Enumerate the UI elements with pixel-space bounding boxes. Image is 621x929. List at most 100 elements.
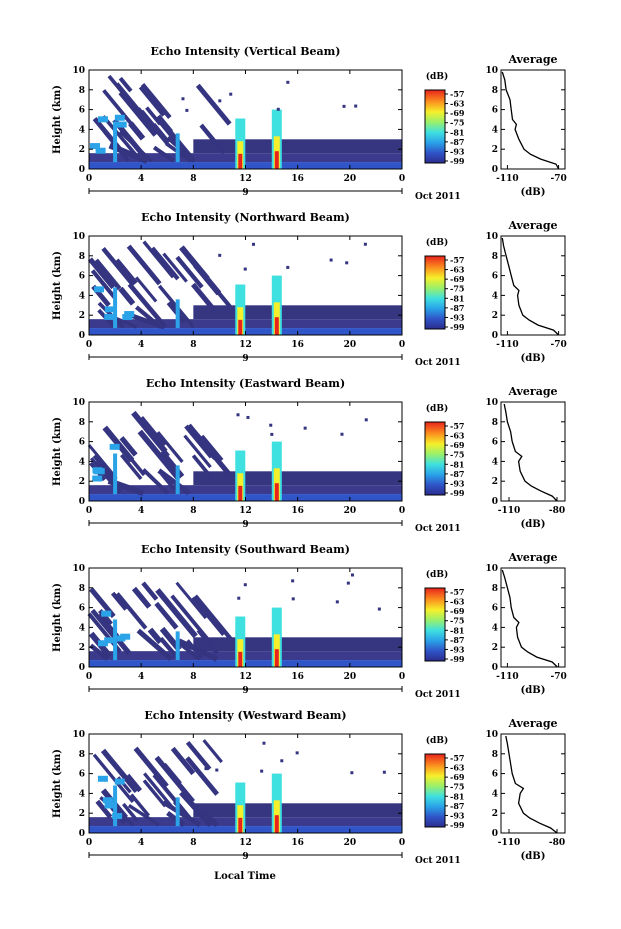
profile-x-axis-label: (dB): [521, 851, 546, 862]
echo-patch: [93, 286, 104, 293]
echo-dot: [295, 751, 299, 755]
panel-northward-beam: Echo Intensity (Northward Beam) 0 2 4 6 8 10 0 4…: [52, 211, 567, 368]
profile-title: Average: [507, 53, 557, 66]
x-tick-label: 8: [190, 672, 196, 682]
echo-dot: [262, 741, 266, 745]
y-axis-label: Height (km): [52, 417, 63, 486]
echo-streak: [190, 260, 207, 278]
echo-patch: [114, 778, 125, 785]
colorbar-tick-label: -81: [450, 791, 464, 801]
x-tick-label: 8: [190, 506, 196, 516]
x-tick-label: 0: [399, 672, 405, 682]
colorbar-tick-label: -63: [450, 597, 465, 607]
date-label: 9: [242, 354, 248, 364]
echo-streak: [142, 240, 175, 279]
boundary-layer-band: [89, 817, 402, 827]
profile-title: Average: [507, 717, 557, 730]
y-axis-label: Height (km): [52, 583, 63, 652]
profile-x-axis-label: (dB): [521, 519, 546, 530]
panel-title: Echo Intensity (Northward Beam): [141, 211, 350, 224]
date-month-label: Oct 2011: [415, 856, 461, 866]
profile-y-tick-label: 2: [492, 809, 498, 819]
echo-streak: [110, 591, 128, 611]
y-tick-label: 0: [79, 165, 85, 175]
convective-core-peak: [238, 817, 243, 833]
colorbar-tick-label: -99: [450, 488, 465, 498]
colorbar-tick-label: -87: [450, 303, 464, 313]
echo-dot: [346, 581, 350, 585]
profile-x-tick-label: -110: [496, 672, 519, 682]
colorbar-tick-label: -57: [450, 255, 464, 265]
profile-y-tick-label: 8: [492, 750, 498, 760]
echo-streak: [141, 468, 169, 495]
profile-y-tick-label: 4: [492, 125, 498, 135]
x-tick-label: 20: [344, 174, 357, 184]
echo-patch: [104, 802, 115, 809]
echo-patch: [102, 797, 113, 804]
echo-dot: [276, 107, 280, 111]
profile-y-tick-label: 10: [485, 730, 498, 740]
panel-vertical-beam: Echo Intensity (Vertical Beam) 0 2 4 6 8 10 0 4 8…: [52, 45, 567, 202]
profile-y-tick-label: 0: [492, 663, 498, 673]
colorbar-tick-label: -81: [450, 625, 464, 635]
colorbar-unit: (dB): [426, 71, 448, 82]
echo-dot: [185, 108, 189, 112]
x-tick-label: 12: [239, 838, 252, 848]
echo-patch: [104, 313, 115, 320]
date-month-label: Oct 2011: [415, 524, 461, 534]
profile-line: [503, 403, 558, 502]
colorbar-tick-label: -93: [450, 644, 465, 654]
echo-dot: [270, 432, 274, 436]
x-axis-label: Local Time: [214, 871, 276, 882]
x-tick-label: 4: [138, 838, 144, 848]
profile-y-tick-label: 6: [492, 604, 498, 614]
echo-patch: [112, 813, 123, 820]
y-tick-label: 10: [72, 564, 85, 574]
echo-streak: [118, 286, 136, 306]
echo-streak: [116, 441, 146, 477]
echo-streak: [92, 753, 135, 804]
echo-dot: [260, 769, 264, 773]
echo-streak: [202, 811, 219, 827]
echo-streak: [119, 436, 138, 457]
colorbar-tick-label: -87: [450, 801, 464, 811]
profile-y-tick-label: 2: [492, 311, 498, 321]
profile-x-tick-label: -80: [549, 506, 565, 516]
echo-patch: [114, 114, 125, 121]
echo-dot: [218, 99, 222, 103]
echo-dot: [382, 770, 386, 774]
convective-core-peak: [274, 317, 279, 335]
profile-title: Average: [507, 219, 557, 232]
colorbar-tick-label: -87: [450, 635, 464, 645]
y-tick-label: 8: [79, 418, 85, 428]
profile-y-tick-label: 10: [485, 564, 498, 574]
x-tick-label: 0: [399, 838, 405, 848]
echo-streak: [166, 811, 186, 828]
echo-streak: [92, 117, 127, 157]
heatmap-field: [89, 739, 402, 833]
date-month-label: Oct 2011: [415, 358, 461, 368]
boundary-layer-band: [89, 319, 402, 329]
y-tick-label: 0: [79, 663, 85, 673]
echo-streak: [95, 799, 113, 819]
colorbar-tick-label: -69: [450, 108, 465, 118]
echo-streak: [137, 429, 180, 480]
echo-patch: [97, 116, 108, 123]
x-tick-label: 0: [399, 340, 405, 350]
y-tick-label: 8: [79, 750, 85, 760]
y-tick-label: 4: [79, 125, 85, 135]
x-tick-label: 4: [138, 506, 144, 516]
profile-y-tick-label: 8: [492, 418, 498, 428]
convective-core-peak: [238, 651, 243, 667]
colorbar-tick-label: -81: [450, 293, 464, 303]
heatmap-field: [87, 410, 402, 501]
y-tick-label: 8: [79, 584, 85, 594]
x-tick-label: 12: [239, 174, 252, 184]
profile-y-tick-label: 2: [492, 477, 498, 487]
profile-y-tick-label: 4: [492, 623, 498, 633]
echo-dot: [189, 427, 193, 431]
colorbar-tick-label: -57: [450, 89, 464, 99]
profile-x-tick-label: -70: [550, 174, 566, 184]
echo-streak: [162, 252, 188, 283]
colorbar-tick-label: -75: [450, 284, 464, 294]
